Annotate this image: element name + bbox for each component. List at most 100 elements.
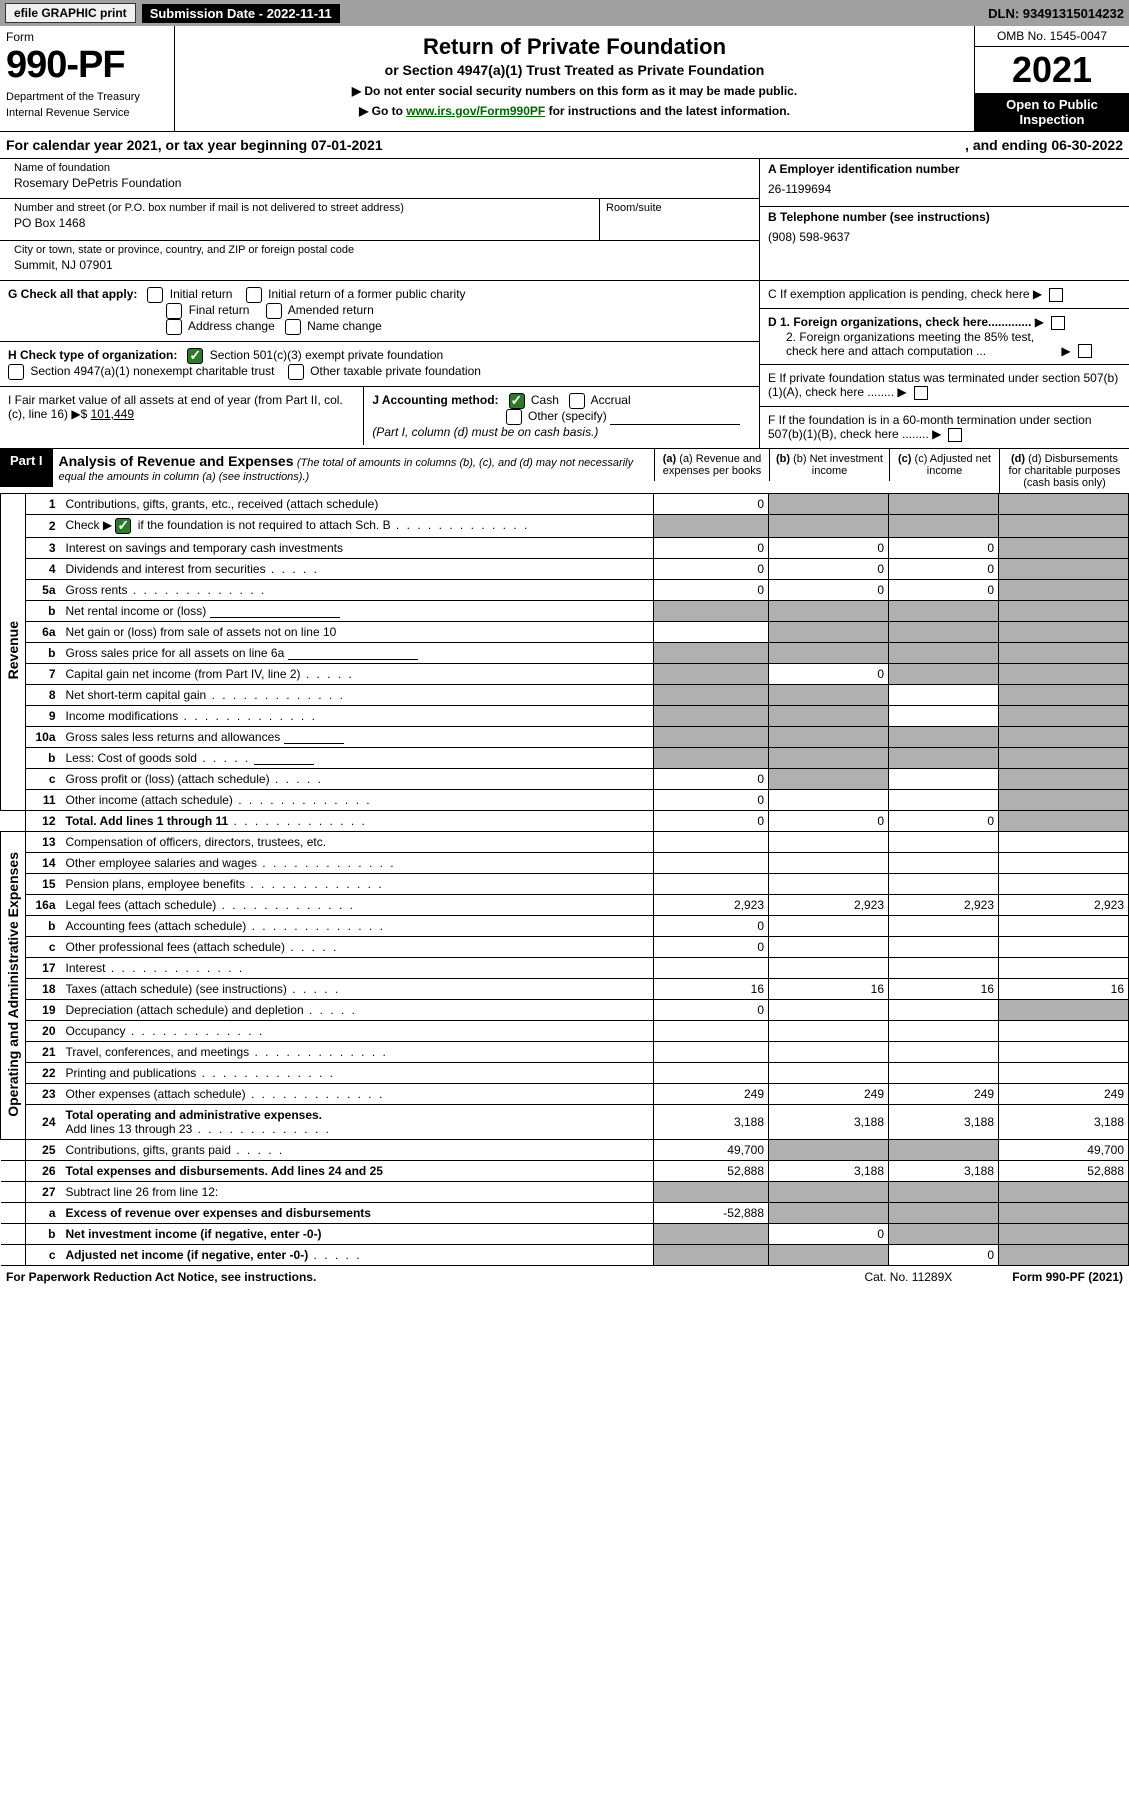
omb-number: OMB No. 1545-0047 [975, 26, 1129, 47]
chk-name-change[interactable] [285, 319, 301, 335]
table-row: aExcess of revenue over expenses and dis… [1, 1203, 1129, 1224]
table-row: Revenue 1Contributions, gifts, grants, e… [1, 494, 1129, 515]
ein-value: 26-1199694 [768, 182, 1121, 196]
table-row: bNet investment income (if negative, ent… [1, 1224, 1129, 1245]
table-row: cGross profit or (loss) (attach schedule… [1, 769, 1129, 790]
table-row: 6aNet gain or (loss) from sale of assets… [1, 622, 1129, 643]
table-row: 24Total operating and administrative exp… [1, 1105, 1129, 1140]
chk-e[interactable] [914, 386, 928, 400]
col-c-header: (c) (c) Adjusted net income [889, 449, 999, 481]
col-d-header: (d) (d) Disbursements for charitable pur… [999, 449, 1129, 493]
table-row: 10aGross sales less returns and allowanc… [1, 727, 1129, 748]
chk-final-return[interactable] [166, 303, 182, 319]
table-row: 27Subtract line 26 from line 12: [1, 1182, 1129, 1203]
table-row: bLess: Cost of goods sold [1, 748, 1129, 769]
e-row: E If private foundation status was termi… [760, 365, 1129, 407]
table-row: 14Other employee salaries and wages [1, 853, 1129, 874]
catalog-number: Cat. No. 11289X [864, 1270, 952, 1284]
chk-d1[interactable] [1051, 316, 1065, 330]
dln-number: DLN: 93491315014232 [988, 6, 1124, 21]
table-row: 17Interest [1, 958, 1129, 979]
submission-date: Submission Date - 2022-11-11 [142, 4, 340, 23]
table-row: 20Occupancy [1, 1021, 1129, 1042]
table-row: 19Depreciation (attach schedule) and dep… [1, 1000, 1129, 1021]
street-address: PO Box 1468 [14, 214, 593, 230]
form-label: Form [6, 30, 168, 44]
chk-4947[interactable] [8, 364, 24, 380]
i-fmv-row: I Fair market value of all assets at end… [0, 387, 364, 445]
open-inspection: Open to Public Inspection [975, 93, 1129, 131]
tax-year: 2021 [975, 47, 1129, 93]
foundation-name: Rosemary DePetris Foundation [14, 174, 753, 190]
table-row: 22Printing and publications [1, 1063, 1129, 1084]
irs-link[interactable]: www.irs.gov/Form990PF [406, 104, 545, 118]
col-b-header: (b) (b) Net investment income [769, 449, 889, 481]
table-row: cOther professional fees (attach schedul… [1, 937, 1129, 958]
expenses-side-label: Operating and Administrative Expenses [5, 852, 21, 1117]
chk-501c3[interactable] [187, 348, 203, 364]
telephone-row: B Telephone number (see instructions) (9… [760, 207, 1129, 254]
c-row: C If exemption application is pending, c… [760, 281, 1129, 309]
dept-treasury: Department of the Treasury [6, 91, 168, 103]
form-ref: Form 990-PF (2021) [1012, 1270, 1123, 1284]
chk-amended[interactable] [266, 303, 282, 319]
foundation-name-row: Name of foundation Rosemary DePetris Fou… [0, 159, 759, 199]
table-row: 4Dividends and interest from securities0… [1, 559, 1129, 580]
part1-badge: Part I [0, 449, 53, 487]
irs-label: Internal Revenue Service [6, 107, 168, 119]
instr-link: ▶ Go to www.irs.gov/Form990PF for instru… [185, 104, 964, 118]
chk-other-taxable[interactable] [288, 364, 304, 380]
table-row: 7Capital gain net income (from Part IV, … [1, 664, 1129, 685]
h-check-row: H Check type of organization: Section 50… [0, 342, 759, 387]
chk-f[interactable] [948, 428, 962, 442]
paperwork-notice: For Paperwork Reduction Act Notice, see … [6, 1270, 316, 1284]
city-row: City or town, state or province, country… [0, 241, 759, 280]
room-suite: Room/suite [599, 199, 759, 240]
g-check-row: G Check all that apply: Initial return I… [0, 281, 759, 342]
chk-initial-return[interactable] [147, 287, 163, 303]
table-row: 18Taxes (attach schedule) (see instructi… [1, 979, 1129, 1000]
table-row: 23Other expenses (attach schedule)249249… [1, 1084, 1129, 1105]
table-row: 11Other income (attach schedule)0 [1, 790, 1129, 811]
table-row: Operating and Administrative Expenses 13… [1, 832, 1129, 853]
page-footer: For Paperwork Reduction Act Notice, see … [0, 1266, 1129, 1288]
form-subtitle: or Section 4947(a)(1) Trust Treated as P… [185, 62, 964, 78]
chk-initial-public[interactable] [246, 287, 262, 303]
calendar-year-row: For calendar year 2021, or tax year begi… [0, 132, 1129, 159]
chk-schb[interactable] [115, 518, 131, 534]
table-row: 12Total. Add lines 1 through 11000 [1, 811, 1129, 832]
instr-ssn: ▶ Do not enter social security numbers o… [185, 84, 964, 98]
chk-c[interactable] [1049, 288, 1063, 302]
table-row: bNet rental income or (loss) [1, 601, 1129, 622]
f-row: F If the foundation is in a 60-month ter… [760, 407, 1129, 448]
chk-other-method[interactable] [506, 409, 522, 425]
table-row: 26Total expenses and disbursements. Add … [1, 1161, 1129, 1182]
chk-cash[interactable] [509, 393, 525, 409]
street-address-row: Number and street (or P.O. box number if… [0, 199, 599, 240]
checks-section: G Check all that apply: Initial return I… [0, 281, 1129, 449]
table-row: 16aLegal fees (attach schedule)2,9232,92… [1, 895, 1129, 916]
form-number: 990-PF [6, 44, 168, 87]
table-row: 9Income modifications [1, 706, 1129, 727]
fmv-value: 101,449 [91, 407, 134, 421]
d-row: D 1. Foreign organizations, check here..… [760, 309, 1129, 366]
table-row: 5aGross rents000 [1, 580, 1129, 601]
table-row: 3Interest on savings and temporary cash … [1, 538, 1129, 559]
table-row: 21Travel, conferences, and meetings [1, 1042, 1129, 1063]
table-row: bAccounting fees (attach schedule)0 [1, 916, 1129, 937]
chk-accrual[interactable] [569, 393, 585, 409]
table-row: 15Pension plans, employee benefits [1, 874, 1129, 895]
top-bar: efile GRAPHIC print Submission Date - 20… [0, 0, 1129, 26]
chk-d2[interactable] [1078, 344, 1092, 358]
efile-print-button[interactable]: efile GRAPHIC print [5, 3, 136, 23]
form-header: Form 990-PF Department of the Treasury I… [0, 26, 1129, 132]
city-value: Summit, NJ 07901 [14, 256, 753, 272]
table-row: cAdjusted net income (if negative, enter… [1, 1245, 1129, 1266]
j-accounting-row: J Accounting method: Cash Accrual Other … [364, 387, 759, 445]
revenue-side-label: Revenue [5, 621, 21, 679]
table-row: 25Contributions, gifts, grants paid49,70… [1, 1140, 1129, 1161]
chk-address-change[interactable] [166, 319, 182, 335]
table-row: bGross sales price for all assets on lin… [1, 643, 1129, 664]
col-a-header: (a) (a) Revenue and expenses per books [654, 449, 769, 481]
identity-block: Name of foundation Rosemary DePetris Fou… [0, 159, 1129, 281]
